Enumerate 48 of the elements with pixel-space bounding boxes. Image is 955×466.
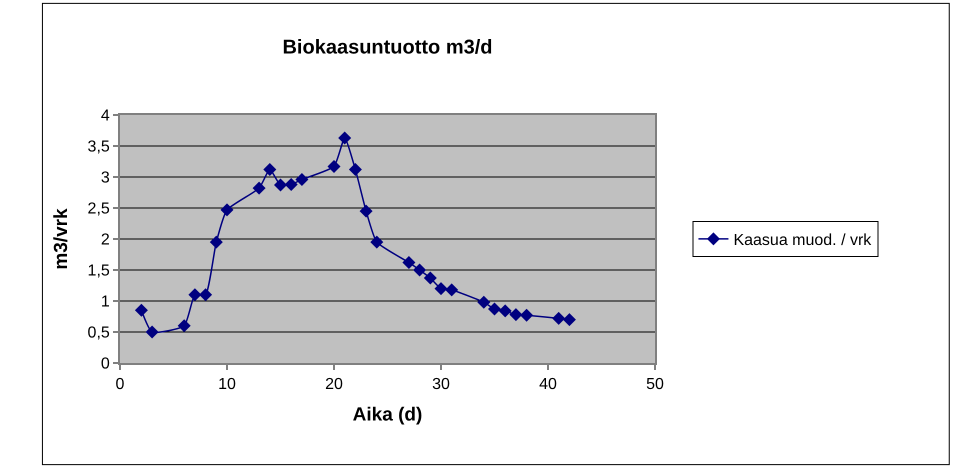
y-tick-label: 0	[100, 356, 110, 373]
point	[434, 282, 448, 296]
x-axis-title: Aika (d)	[352, 404, 422, 426]
point	[263, 163, 276, 176]
point	[252, 182, 266, 195]
point	[338, 131, 352, 144]
point	[402, 256, 416, 270]
x-tick-label: 0	[116, 376, 125, 394]
point	[370, 236, 384, 249]
point	[134, 304, 148, 317]
point	[552, 312, 566, 325]
x-tick-label: 10	[218, 376, 236, 394]
y-tick-label: 3,5	[88, 138, 110, 156]
point	[348, 163, 362, 176]
point	[562, 313, 576, 326]
point	[199, 288, 212, 302]
point	[284, 178, 298, 191]
point	[413, 264, 426, 276]
y-tick-label: 1	[100, 294, 110, 311]
point	[146, 326, 159, 338]
x-tick-label: 30	[432, 376, 450, 394]
x-tick-label: 20	[325, 376, 343, 394]
point	[328, 160, 340, 173]
point	[188, 288, 202, 302]
y-tick-label: 2	[100, 232, 110, 249]
point	[477, 296, 490, 309]
y-tick-label: 0,5	[88, 324, 110, 342]
point	[210, 236, 223, 249]
point	[509, 308, 522, 322]
point	[520, 308, 534, 322]
point	[295, 172, 308, 186]
y-tick-label: 3	[100, 170, 110, 187]
point	[360, 204, 373, 218]
point	[445, 283, 458, 296]
chart-title: Biokaasuntuotto m3/d	[282, 36, 493, 59]
point	[424, 272, 437, 285]
legend-label: Kaasua muod. / vrk	[733, 232, 872, 250]
x-tick-label: 40	[539, 376, 557, 394]
y-tick-label: 1,5	[88, 262, 110, 280]
point	[498, 304, 512, 318]
y-tick-label: 2,5	[88, 200, 110, 218]
y-axis-title: m3/vrk	[50, 208, 72, 270]
point	[488, 302, 501, 316]
x-tick-label: 50	[646, 376, 664, 394]
point	[178, 319, 191, 332]
y-tick-label: 4	[100, 108, 110, 125]
point	[274, 178, 287, 192]
point	[220, 203, 234, 216]
